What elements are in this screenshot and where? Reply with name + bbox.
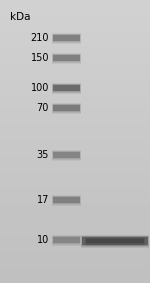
Bar [53, 54, 80, 62]
Bar [86, 238, 144, 244]
Bar [81, 235, 149, 246]
Text: 10: 10 [37, 235, 49, 245]
Bar [53, 84, 80, 92]
Bar [52, 235, 81, 245]
Bar [52, 149, 81, 160]
Bar [82, 236, 148, 246]
Text: 70: 70 [37, 103, 49, 113]
Bar [52, 104, 81, 113]
Bar [86, 239, 144, 243]
Bar [53, 105, 80, 111]
Bar [53, 104, 80, 112]
Bar [52, 33, 81, 42]
Text: 17: 17 [37, 195, 49, 205]
Bar [85, 237, 145, 245]
Bar [53, 237, 80, 243]
Bar [53, 55, 80, 61]
Text: 35: 35 [37, 150, 49, 160]
Bar [52, 53, 81, 63]
Bar [53, 85, 80, 91]
Bar [52, 151, 81, 160]
Bar [52, 102, 81, 113]
Bar [52, 33, 81, 44]
Bar [53, 152, 80, 158]
Bar [53, 236, 80, 244]
Bar [52, 196, 81, 205]
Bar [53, 151, 80, 159]
Text: 100: 100 [31, 83, 49, 93]
Bar [52, 83, 81, 93]
Bar [53, 196, 80, 204]
Bar [52, 83, 81, 93]
Text: kDa: kDa [10, 12, 30, 22]
Bar [53, 197, 80, 203]
Bar [52, 235, 81, 245]
Bar [85, 237, 145, 245]
Text: 150: 150 [30, 53, 49, 63]
Bar [52, 53, 81, 63]
Bar [82, 237, 148, 245]
Text: 210: 210 [30, 33, 49, 43]
Bar [53, 35, 80, 41]
Bar [81, 235, 149, 248]
Bar [53, 34, 80, 42]
Bar [52, 194, 81, 205]
